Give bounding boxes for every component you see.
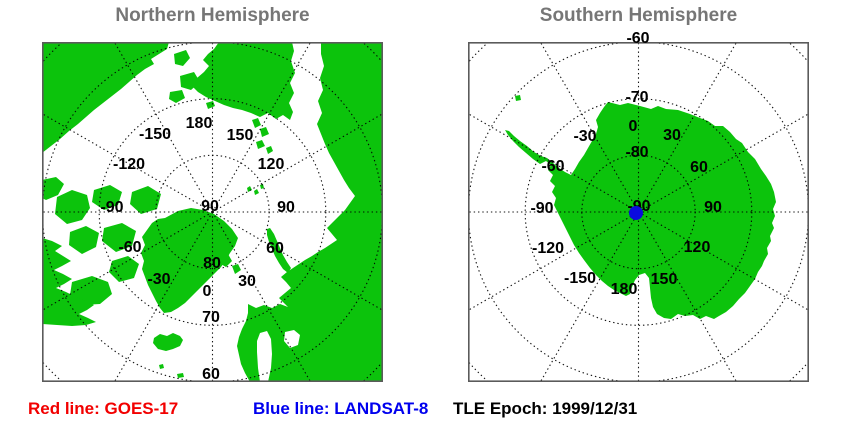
south-graticule [468,42,809,382]
lon-label: -60 [541,158,564,175]
north-map-labels: 180 -150 150 -120 120 -90 90 90 -60 60 -… [100,115,295,383]
lat-label: 90 [201,198,219,215]
land-arctic-islets [206,101,273,195]
land-iceland [153,333,183,351]
north-map-svg: 180 -150 150 -120 120 -90 90 90 -60 60 -… [42,42,383,383]
lon-label: 90 [704,199,722,216]
lon-label: -60 [118,239,141,256]
land-small-islands-south [159,364,184,378]
lon-label: 30 [238,273,256,290]
lon-label: 0 [629,118,638,135]
tle-epoch-label: TLE Epoch: 1999/12/31 [453,399,638,418]
lon-label: 60 [266,240,284,257]
lat-label: -70 [625,89,648,106]
land-alaska [42,42,169,153]
lon-label: -90 [530,200,553,217]
lat-label: -60 [626,30,649,47]
lat-label: 80 [203,255,221,272]
lon-label: 120 [684,239,711,256]
land-canada-archipelago [42,177,168,305]
north-map-panel: 180 -150 150 -120 120 -90 90 90 -60 60 -… [42,42,383,383]
lon-label: -30 [573,128,596,145]
lon-label: 180 [186,115,213,132]
lon-label: -30 [147,271,170,288]
north-landmasses [42,42,383,382]
land-bering-islands [169,50,200,103]
north-map-frame [42,42,383,382]
lon-label: 180 [611,281,638,298]
south-map-panel: -60 -70 0 30 -30 -80 60 -60 -90 -90 90 -… [468,30,809,382]
lon-label: 150 [651,271,678,288]
land-eurasia [279,42,383,382]
south-map-title: Southern Hemisphere [539,5,738,26]
lon-label: 0 [203,283,212,300]
lon-label: -90 [100,199,123,216]
lon-label: -120 [113,156,145,173]
land-greenland [141,208,238,313]
land-canada-mainland [42,238,96,326]
land-scandinavia [237,304,383,382]
lat-label: 60 [202,366,220,383]
north-graticule [42,42,383,382]
land-island-speck [515,95,521,101]
lat-label: -80 [625,144,648,161]
south-map-labels: -60 -70 0 30 -30 -80 60 -60 -90 -90 90 -… [530,30,722,298]
lon-label: 90 [277,199,295,216]
sea-gulf-inlet [257,330,300,382]
lon-label: -150 [139,126,171,143]
red-line-legend: Red line: GOES-17 [28,399,179,418]
lon-label: -120 [532,240,564,257]
land-novaya-zemlya [267,228,291,273]
landsat8-position-marker [629,206,643,220]
lon-label: 150 [227,127,254,144]
north-map-title: Northern Hemisphere [115,5,310,26]
land-siberia-chukotka [192,42,295,120]
lon-label: 120 [258,156,285,173]
south-map-frame [468,42,809,382]
south-map-svg: -60 -70 0 30 -30 -80 60 -60 -90 -90 90 -… [468,30,809,382]
blue-line-legend: Blue line: LANDSAT-8 [253,399,429,418]
lon-label: 60 [690,159,708,176]
lon-label: 30 [663,127,681,144]
lat-label: 70 [202,309,220,326]
lon-label: -150 [564,270,596,287]
